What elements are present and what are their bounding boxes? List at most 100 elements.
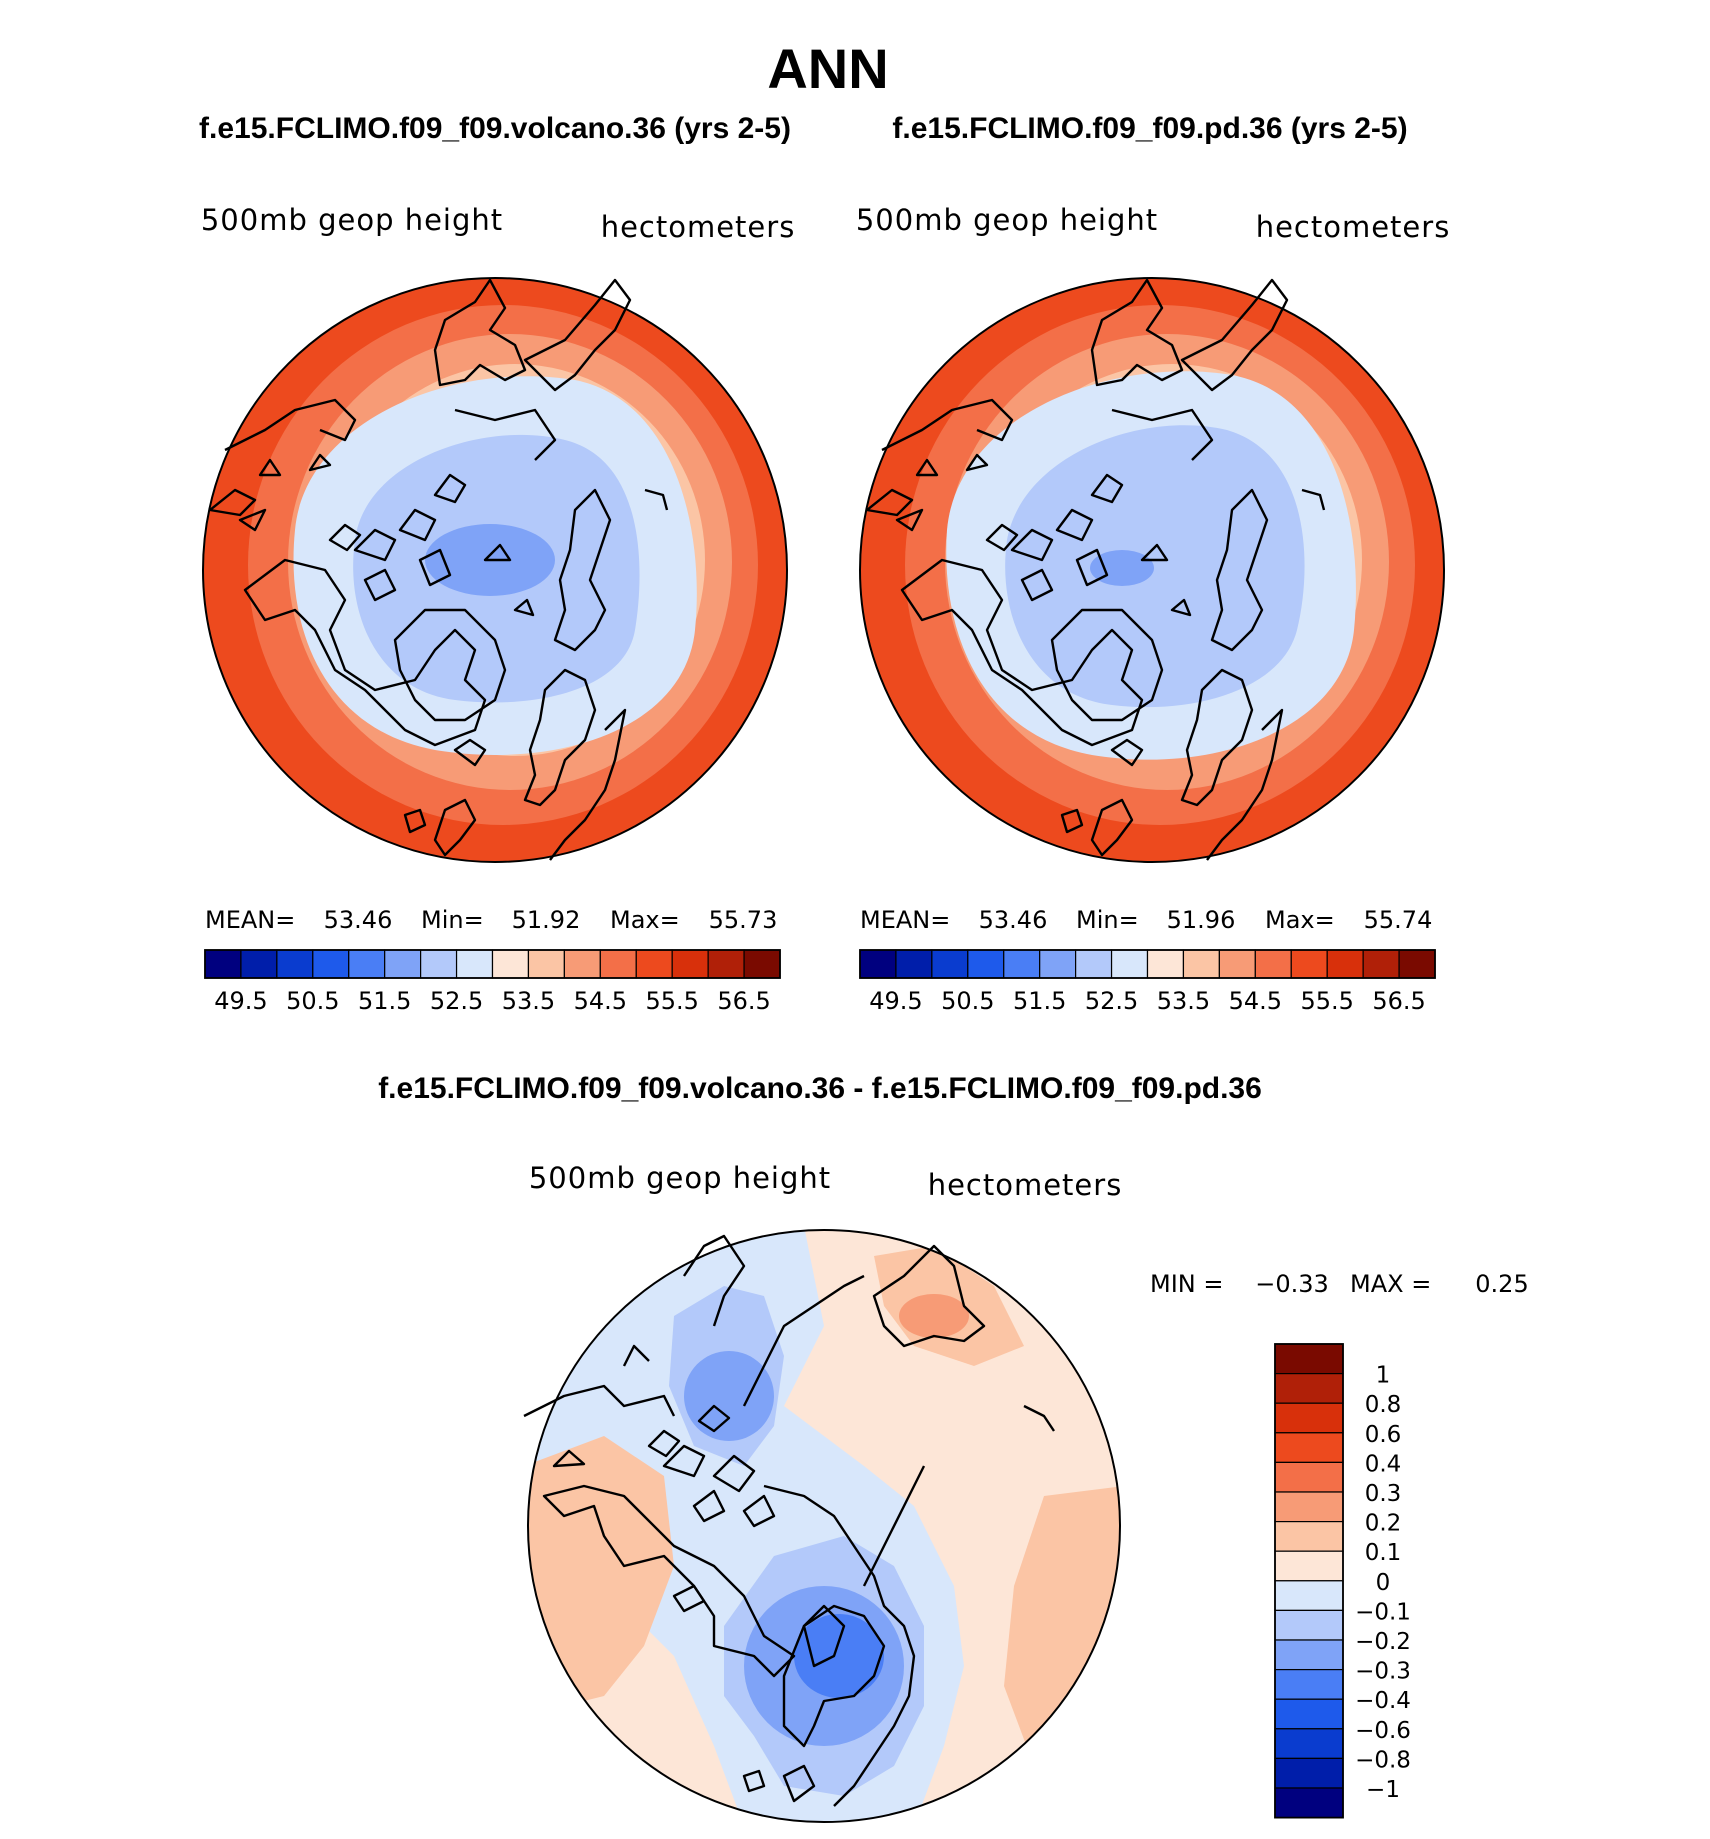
colorbar-swatch <box>1110 949 1149 979</box>
colorbar-swatch <box>1146 949 1185 979</box>
stat-max-label: Max= <box>1265 906 1335 934</box>
colorbar-frame <box>204 949 781 979</box>
stat-min-value: 51.92 <box>512 906 581 934</box>
colorbar-tick-label: −1 <box>1366 1777 1400 1803</box>
colorbar-swatch <box>1039 949 1077 979</box>
polar-map-volcano <box>202 277 788 863</box>
colorbar-swatch <box>967 949 1005 979</box>
field-label: 500mb geop height <box>201 203 503 237</box>
colorbar-swatch <box>707 949 745 979</box>
colorbar-swatch <box>743 949 781 979</box>
colorbar-frame <box>859 949 1436 979</box>
panel-title-volcano: f.e15.FCLIMO.f09_f09.volcano.36 (yrs 2-5… <box>199 112 791 145</box>
stat-max-label: Max= <box>610 906 680 934</box>
colorbar-swatch <box>1274 1550 1344 1582</box>
contour-level-51-5 <box>1090 550 1154 586</box>
stat-mean-value: 53.46 <box>324 906 393 934</box>
colorbar-swatch <box>1274 1639 1344 1671</box>
colorbar-tick-label: 1 <box>1376 1363 1391 1389</box>
stat-mean-label: MEAN= <box>205 906 295 934</box>
units-label: hectometers <box>601 210 796 244</box>
colorbar-swatch <box>204 949 242 979</box>
contour-level-52 <box>1005 425 1305 708</box>
colorbar-tick-label: 52.5 <box>1085 987 1138 1015</box>
stat-min-label: Min= <box>1076 906 1139 934</box>
coastlines <box>523 1234 1055 1807</box>
colorbar-swatch <box>420 949 458 979</box>
contour-level-neg-0-4 <box>794 1614 884 1698</box>
field-label: 500mb geop height <box>529 1161 831 1195</box>
colorbar-swatch <box>1274 1609 1344 1641</box>
panel-pd: f.e15.FCLIMO.f09_f09.pd.36 (yrs 2-5) 500… <box>856 112 1451 1015</box>
map-boundary <box>527 1229 1121 1823</box>
colorbar-swatch <box>1362 949 1400 979</box>
colorbar-swatch <box>1254 949 1292 979</box>
colorbar-tick-label: 51.5 <box>358 987 411 1015</box>
units-label: hectometers <box>1256 210 1451 244</box>
colorbar-tick-label: −0.8 <box>1355 1747 1411 1773</box>
coastlines <box>208 278 669 861</box>
colorbar-difference: 1 0.8 0.6 0.4 0.3 0.2 0.1 0 −0.1 −0.2 −0.3 −0.4 −0.6… <box>1274 1343 1411 1819</box>
colorbar-swatch <box>1274 1372 1344 1404</box>
colorbar-tick-label: 55.5 <box>1300 987 1353 1015</box>
units-label: hectometers <box>928 1168 1123 1202</box>
colorbar-swatch <box>1274 1668 1344 1700</box>
colorbar-tick-label: 0.4 <box>1365 1451 1402 1477</box>
stat-max-label: MAX = <box>1350 1270 1431 1298</box>
colorbar-tick-label: 50.5 <box>286 987 339 1015</box>
colorbar-tick-label: 54.5 <box>574 987 627 1015</box>
stat-min-label: Min= <box>421 906 484 934</box>
colorbar-swatch <box>455 949 494 979</box>
contour-level-neg-0-3a <box>684 1351 774 1441</box>
contour-level-0-2 <box>899 1294 969 1338</box>
panel-volcano: f.e15.FCLIMO.f09_f09.volcano.36 (yrs 2-5… <box>199 112 796 1015</box>
colorbar-swatch <box>1218 949 1256 979</box>
stat-max-value: 55.74 <box>1364 906 1433 934</box>
map-boundary <box>202 277 788 863</box>
colorbar-swatch <box>1274 1520 1344 1552</box>
colorbar-swatch <box>491 949 530 979</box>
colorbar-tick-label: 52.5 <box>430 987 483 1015</box>
colorbar-swatch <box>240 949 278 979</box>
main-title: ANN <box>767 37 888 100</box>
colorbar-tick-label: 56.5 <box>1372 987 1425 1015</box>
colorbar-swatch <box>895 949 933 979</box>
colorbar-swatch <box>1182 949 1220 979</box>
colorbar-swatch <box>1398 949 1436 979</box>
colorbar-swatch <box>348 949 386 979</box>
colorbar-tick-label: 50.5 <box>941 987 994 1015</box>
colorbar-swatch <box>1274 1698 1344 1730</box>
colorbar-swatch <box>1274 1787 1344 1819</box>
colorbar-frame <box>1274 1343 1344 1819</box>
field-label: 500mb geop height <box>856 203 1158 237</box>
colorbar-tick-label: 55.5 <box>645 987 698 1015</box>
colorbar-swatch <box>931 949 969 979</box>
colorbar-swatch <box>1003 949 1041 979</box>
stat-min-value: −0.33 <box>1255 1270 1329 1298</box>
colorbar-tick-label: −0.6 <box>1355 1718 1411 1744</box>
colorbar-tick-label: −0.4 <box>1355 1688 1411 1714</box>
colorbar-swatch <box>527 949 565 979</box>
colorbar-tick-label: 0.8 <box>1365 1392 1402 1418</box>
panel-title-difference: f.e15.FCLIMO.f09_f09.volcano.36 - f.e15.… <box>378 1072 1262 1105</box>
colorbar-swatch <box>1274 1757 1344 1789</box>
polar-map-pd <box>859 277 1445 863</box>
colorbar-swatch <box>1274 1580 1344 1612</box>
colorbar-tick-label: 51.5 <box>1013 987 1066 1015</box>
colorbar-tick-label: 0.1 <box>1365 1540 1402 1566</box>
colorbar-tick-label: 53.5 <box>502 987 555 1015</box>
colorbar-tick-label: −0.2 <box>1355 1629 1411 1655</box>
colorbar-tick-label: 0.3 <box>1365 1481 1402 1507</box>
colorbar-volcano: 49.5 50.5 51.5 52.5 53.5 54.5 55.5 56.5 <box>204 949 781 1015</box>
colorbar-tick-label: −0.1 <box>1355 1599 1411 1625</box>
colorbar-pd: 49.5 50.5 51.5 52.5 53.5 54.5 55.5 56.5 <box>859 949 1436 1015</box>
stat-max-value: 55.73 <box>709 906 778 934</box>
colorbar-swatch <box>1274 1461 1344 1493</box>
colorbar-swatch <box>1274 1728 1344 1760</box>
colorbar-tick-label: 49.5 <box>869 987 922 1015</box>
colorbar-swatch <box>1274 1432 1344 1464</box>
colorbar-swatch <box>1274 1402 1344 1434</box>
stat-min-label: MIN = <box>1150 1270 1223 1298</box>
colorbar-swatch <box>671 949 709 979</box>
colorbar-swatch <box>1290 949 1328 979</box>
